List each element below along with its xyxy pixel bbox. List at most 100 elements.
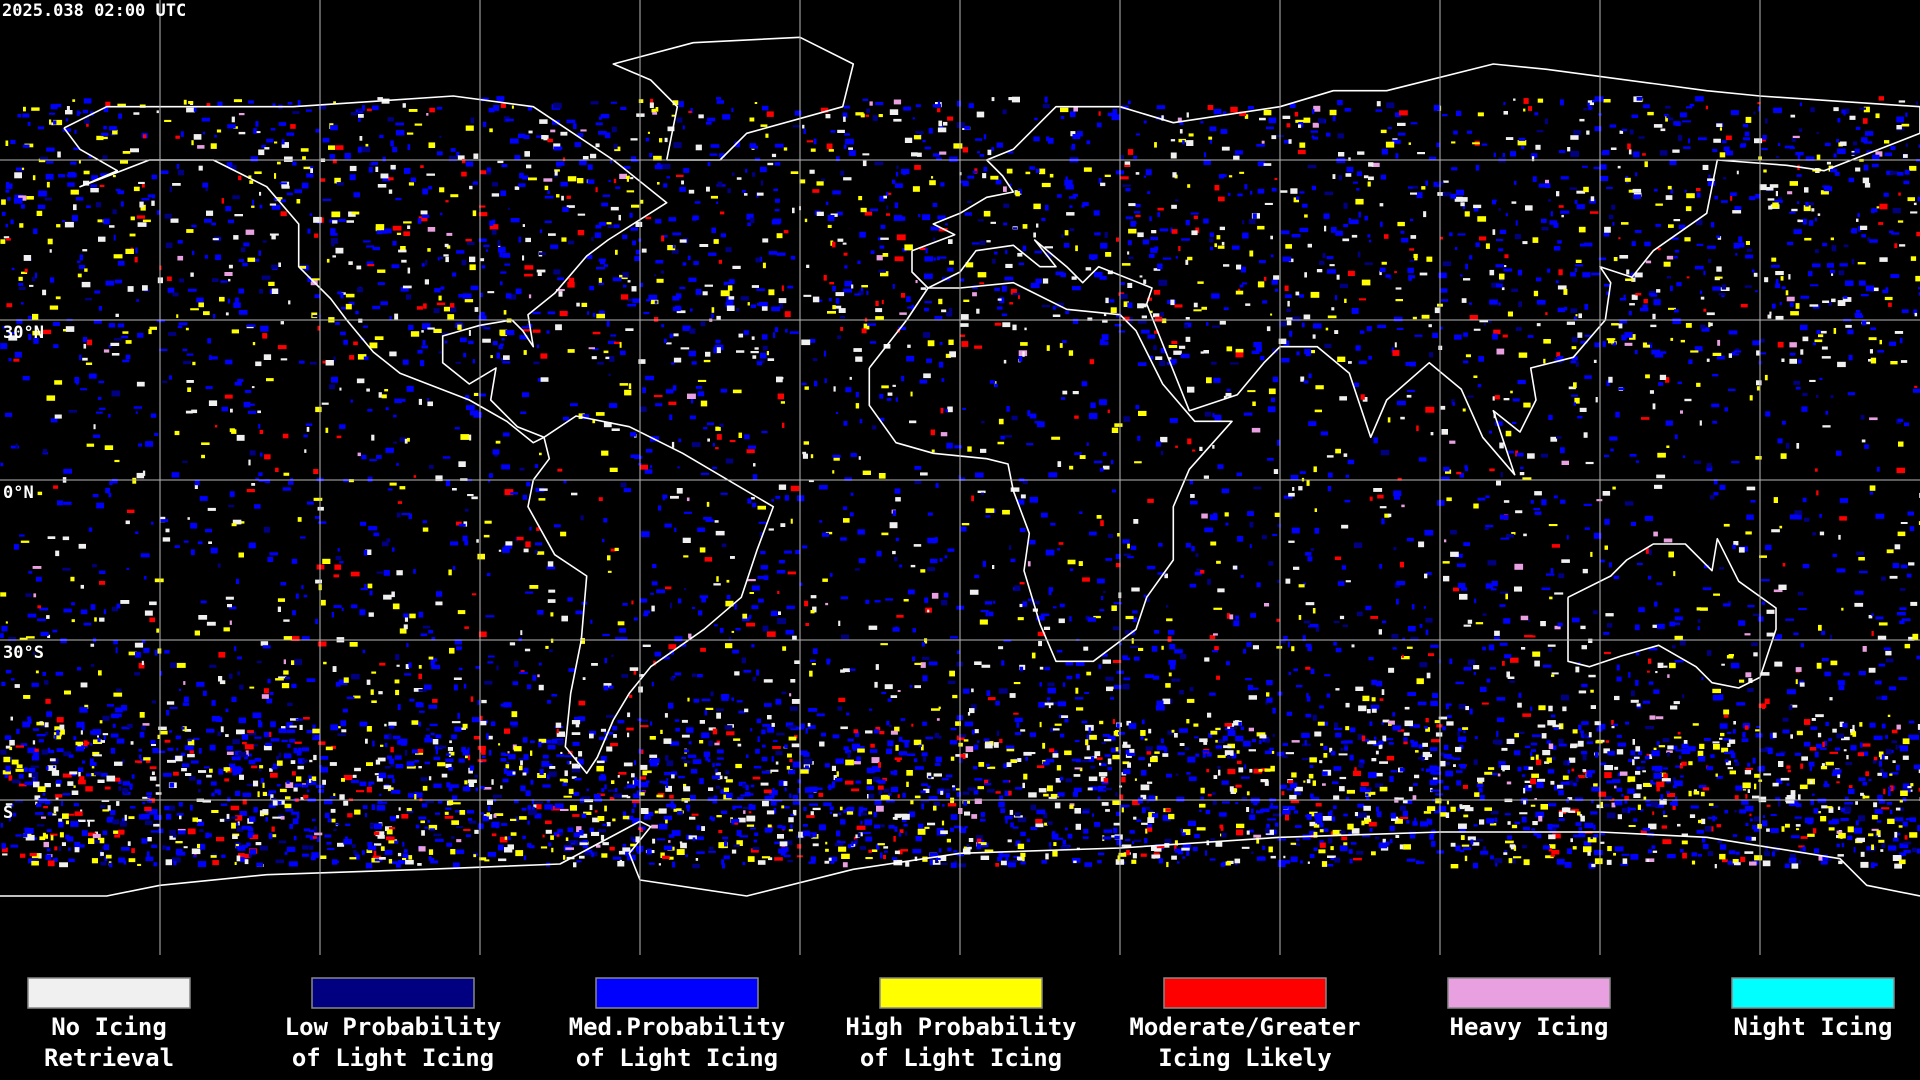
icing-pixel xyxy=(1094,271,1103,278)
icing-pixel xyxy=(789,693,792,697)
icing-pixel xyxy=(1303,314,1311,320)
icing-pixel xyxy=(640,282,643,287)
icing-pixel xyxy=(141,838,148,844)
icing-pixel xyxy=(1828,302,1832,306)
icing-pixel xyxy=(1585,461,1594,465)
icing-pixel xyxy=(1613,575,1619,580)
icing-pixel xyxy=(369,342,378,349)
icing-pixel xyxy=(971,704,977,711)
icing-pixel xyxy=(1496,348,1505,355)
icing-pixel xyxy=(521,326,529,329)
icing-pixel xyxy=(1194,571,1202,576)
icing-pixel xyxy=(1723,714,1729,718)
icing-pixel xyxy=(1220,129,1228,134)
icing-pixel xyxy=(1043,793,1049,797)
icing-pixel xyxy=(724,281,733,285)
icing-pixel xyxy=(1636,703,1641,707)
icing-pixel xyxy=(511,105,514,109)
icing-pixel xyxy=(1006,406,1010,412)
icing-pixel xyxy=(862,153,870,156)
icing-pixel xyxy=(483,534,490,538)
icing-pixel xyxy=(1674,255,1678,259)
icing-pixel xyxy=(264,479,271,483)
icing-pixel xyxy=(1564,306,1568,311)
icing-pixel xyxy=(150,413,157,418)
icing-pixel xyxy=(1803,205,1811,212)
icing-pixel xyxy=(523,548,529,553)
icing-pixel xyxy=(526,481,531,487)
icing-pixel xyxy=(1058,618,1065,624)
icing-pixel xyxy=(1010,487,1020,492)
icing-pixel xyxy=(80,609,88,615)
icing-pixel xyxy=(522,255,525,261)
icing-pixel xyxy=(1649,549,1652,555)
icing-pixel xyxy=(1040,613,1050,616)
icing-pixel xyxy=(1697,626,1700,631)
icing-pixel xyxy=(366,261,374,266)
icing-pixel xyxy=(1303,380,1309,384)
icing-pixel xyxy=(608,340,616,345)
icing-pixel xyxy=(1292,487,1295,491)
icing-pixel xyxy=(280,321,284,325)
icing-pixel xyxy=(833,386,836,392)
icing-pixel xyxy=(1759,555,1767,558)
icing-pixel xyxy=(1498,208,1501,211)
icing-pixel xyxy=(202,182,209,188)
icing-pixel xyxy=(0,343,8,349)
icing-pixel xyxy=(1581,683,1588,688)
icing-pixel xyxy=(234,750,242,756)
icing-pixel xyxy=(292,161,297,166)
icing-pixel xyxy=(738,710,745,714)
icing-pixel xyxy=(1582,568,1588,574)
icing-pixel xyxy=(631,286,637,292)
icing-pixel xyxy=(999,297,1005,304)
icing-pixel xyxy=(284,156,293,162)
icing-pixel xyxy=(28,571,33,574)
icing-pixel xyxy=(360,521,367,526)
icing-pixel xyxy=(1743,137,1750,141)
icing-pixel xyxy=(962,147,968,153)
icing-pixel xyxy=(1523,402,1531,408)
icing-pixel xyxy=(1418,541,1425,548)
icing-pixel xyxy=(475,666,480,669)
icing-pixel xyxy=(1495,264,1504,268)
icing-pixel xyxy=(1696,607,1701,611)
icing-pixel xyxy=(1022,479,1028,485)
icing-pixel xyxy=(1738,236,1743,242)
icing-pixel xyxy=(1882,289,1889,294)
icing-pixel xyxy=(57,500,63,506)
icing-pixel xyxy=(651,605,655,612)
icing-pixel xyxy=(1889,575,1898,579)
icing-pixel xyxy=(1751,269,1755,273)
icing-pixel xyxy=(840,537,847,541)
icing-pixel xyxy=(832,241,836,248)
icing-pixel xyxy=(855,731,860,737)
icing-pixel xyxy=(595,224,602,229)
icing-pixel xyxy=(1038,788,1047,793)
icing-pixel xyxy=(655,260,664,264)
icing-pixel xyxy=(687,697,690,702)
icing-pixel xyxy=(1798,608,1807,611)
icing-pixel xyxy=(1621,128,1628,131)
icing-pixel xyxy=(607,224,615,228)
icing-pixel xyxy=(537,610,544,615)
icing-pixel xyxy=(287,481,294,485)
icing-pixel xyxy=(1344,108,1351,112)
icing-pixel xyxy=(664,137,668,143)
icing-pixel xyxy=(1733,721,1736,725)
icing-pixel xyxy=(1351,644,1355,648)
icing-pixel xyxy=(1019,603,1023,608)
icing-pixel xyxy=(1876,466,1880,472)
icing-pixel xyxy=(1888,302,1892,307)
icing-pixel xyxy=(652,112,658,115)
icing-pixel xyxy=(547,561,554,567)
icing-pixel xyxy=(303,717,310,720)
icing-pixel xyxy=(1465,263,1468,270)
icing-pixel xyxy=(1132,800,1140,806)
icing-pixel xyxy=(1261,140,1265,144)
icing-pixel xyxy=(1267,457,1274,461)
icing-pixel xyxy=(672,295,680,301)
icing-pixel xyxy=(227,219,235,224)
icing-pixel xyxy=(357,287,363,293)
icing-pixel xyxy=(54,380,63,385)
